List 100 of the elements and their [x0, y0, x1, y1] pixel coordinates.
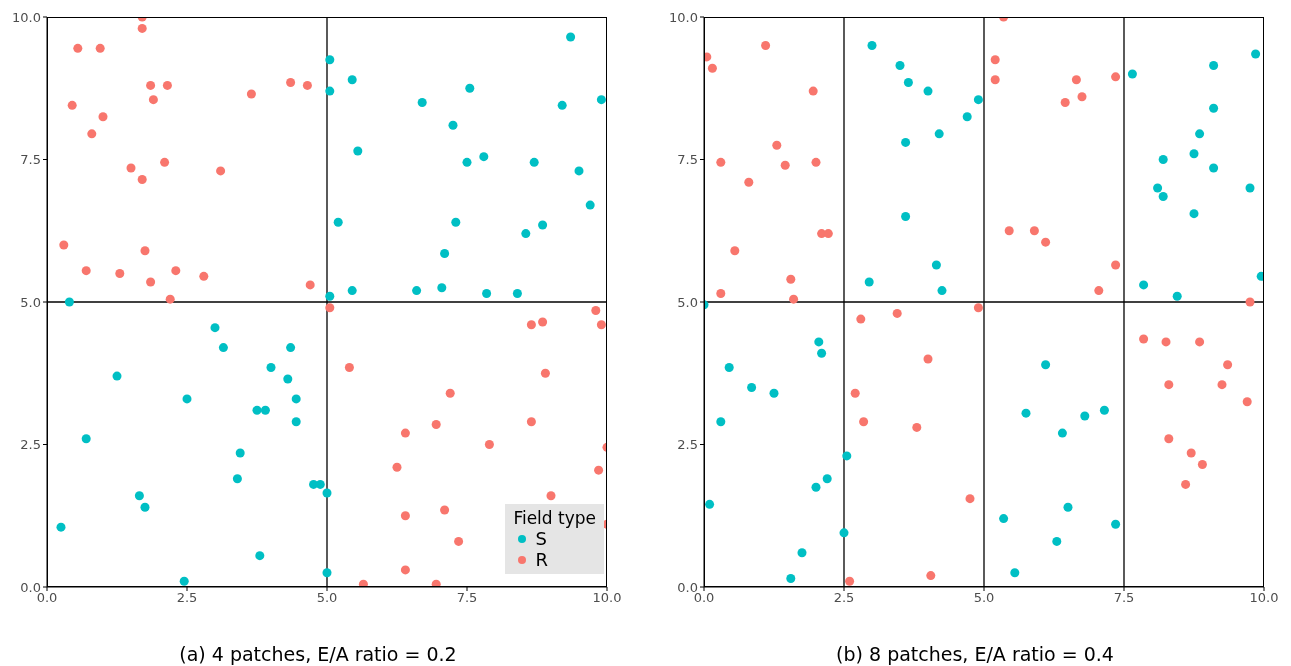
y-tick-label: 2.5	[677, 437, 698, 453]
point	[926, 571, 936, 581]
y-tick-label: 7.5	[677, 152, 698, 168]
y-tick-label: 7.5	[20, 152, 41, 168]
point	[1153, 183, 1163, 193]
point	[786, 573, 796, 583]
x-tick-label: 5.0	[316, 590, 338, 606]
point	[811, 482, 821, 492]
point	[1071, 75, 1081, 85]
point	[538, 220, 548, 230]
point	[347, 75, 357, 85]
point	[856, 314, 866, 324]
point	[730, 246, 740, 256]
point	[937, 286, 947, 296]
point	[59, 240, 69, 250]
point	[137, 23, 147, 33]
point	[235, 448, 245, 458]
point	[440, 505, 450, 515]
point	[286, 78, 296, 88]
point	[182, 394, 192, 404]
point	[1060, 97, 1070, 108]
point	[817, 348, 827, 358]
point	[1111, 260, 1121, 270]
point	[1021, 408, 1031, 418]
x-tick-label: 0.0	[693, 590, 715, 606]
point	[1217, 380, 1227, 390]
legend-label: S	[535, 528, 547, 549]
point	[412, 286, 422, 296]
point	[814, 337, 824, 347]
point	[266, 363, 276, 373]
point	[137, 174, 147, 184]
point	[1189, 149, 1199, 159]
point	[232, 474, 242, 484]
point	[761, 40, 771, 51]
point	[1029, 226, 1039, 236]
point	[912, 422, 922, 432]
point	[400, 565, 410, 575]
point	[923, 86, 933, 96]
point	[529, 157, 539, 167]
point	[171, 266, 181, 276]
point	[333, 217, 343, 227]
point	[546, 491, 556, 501]
point	[392, 462, 402, 472]
point	[1099, 405, 1109, 415]
point	[448, 120, 458, 130]
point	[286, 343, 296, 353]
point	[747, 382, 757, 393]
point	[1181, 479, 1191, 489]
text: (b) 8 patches, E/A ratio = 0.4	[836, 643, 1114, 665]
point	[302, 80, 312, 90]
point	[1172, 291, 1182, 301]
point	[1161, 337, 1171, 347]
point	[521, 229, 531, 239]
point	[1209, 60, 1219, 70]
point	[305, 280, 315, 290]
point	[400, 428, 410, 438]
point	[64, 297, 74, 307]
legend-label: R	[535, 549, 548, 570]
point	[1094, 286, 1104, 296]
point	[56, 522, 66, 532]
point	[1195, 129, 1205, 139]
point	[1164, 434, 1174, 444]
point	[437, 283, 447, 293]
point	[216, 166, 226, 176]
point	[1195, 337, 1205, 347]
point	[786, 274, 796, 284]
point	[797, 548, 807, 558]
point	[822, 474, 832, 484]
point	[1245, 183, 1255, 193]
x-tick-label: 10.0	[1249, 590, 1279, 606]
point	[325, 291, 335, 301]
point	[482, 288, 492, 298]
point	[146, 80, 156, 90]
point	[126, 163, 136, 173]
point	[87, 129, 97, 139]
point	[1139, 334, 1149, 344]
point	[462, 157, 472, 167]
point	[1242, 397, 1252, 407]
point	[1251, 49, 1261, 59]
point	[1127, 69, 1137, 79]
point	[850, 388, 860, 398]
point	[538, 317, 548, 327]
point	[400, 511, 410, 521]
point	[1080, 411, 1090, 421]
point	[445, 388, 455, 398]
point	[934, 129, 944, 139]
point	[1052, 536, 1062, 546]
point	[724, 363, 734, 373]
point	[839, 528, 849, 538]
point	[451, 217, 461, 227]
point	[842, 451, 852, 461]
point	[98, 112, 108, 122]
x-tick-label: 0.0	[36, 590, 58, 606]
point	[705, 499, 715, 509]
point	[1139, 280, 1149, 290]
y-tick-label: 2.5	[20, 437, 41, 453]
point	[1041, 237, 1051, 247]
point	[112, 371, 122, 381]
point	[322, 488, 332, 498]
point	[115, 268, 125, 279]
